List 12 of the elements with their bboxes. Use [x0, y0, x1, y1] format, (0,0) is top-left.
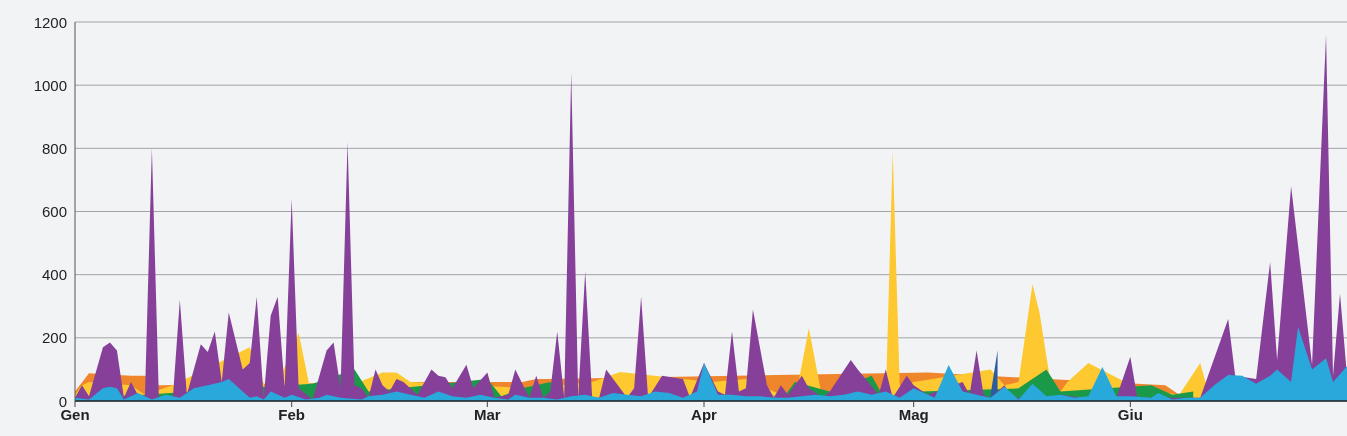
x-tick-label: Mag	[898, 405, 929, 423]
x-tick-label: Feb	[278, 405, 305, 423]
y-tick-label: 1000	[33, 76, 67, 94]
y-tick-label: 800	[41, 139, 67, 157]
y-tick-label: 600	[41, 203, 67, 220]
y-tick-label: 200	[41, 329, 67, 347]
x-tick-label: Mar	[474, 405, 501, 423]
x-tick-label: Giu	[1117, 405, 1143, 423]
y-tick-label: 0	[58, 392, 67, 410]
x-tick-label: Apr	[691, 405, 718, 423]
y-tick-label: 400	[41, 266, 67, 284]
y-tick-label: 1200	[33, 13, 67, 31]
